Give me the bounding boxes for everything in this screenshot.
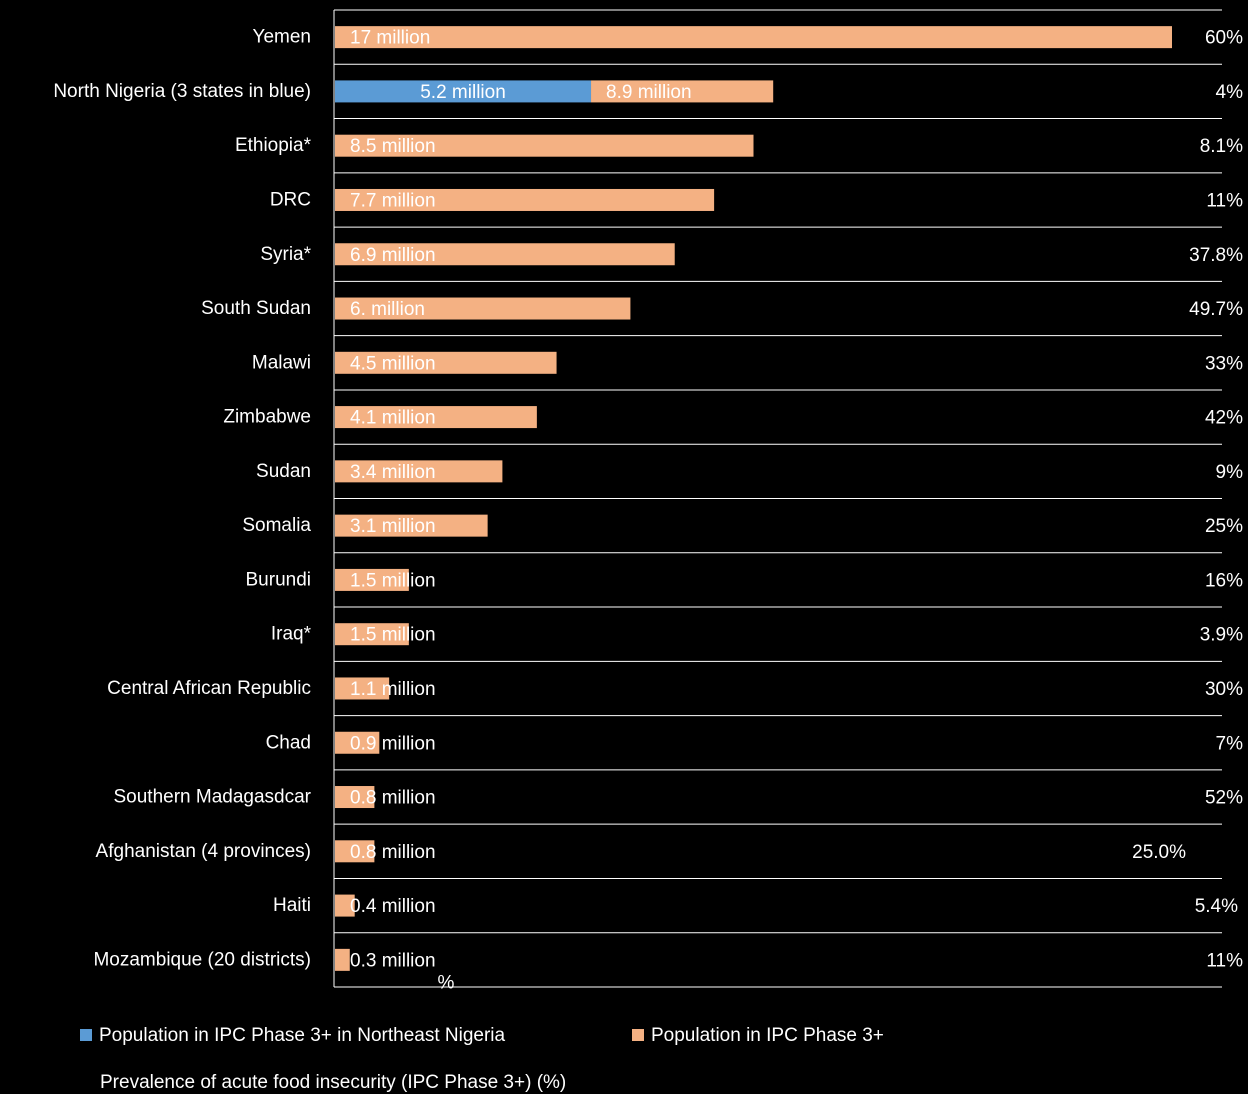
category-label: Southern Madagasdcar [113, 787, 311, 808]
bar-ipc [335, 568, 409, 591]
bar-nigeria [335, 80, 592, 103]
prevalence-label: 3.9% [1200, 625, 1243, 646]
data-label-ipc: 3.1 million [350, 516, 436, 537]
data-label-ipc: 3.4 million [350, 462, 436, 483]
bar-ipc [591, 80, 774, 103]
legend-label-nigeria: Population in IPC Phase 3+ in Northeast … [99, 1025, 506, 1046]
category-label: Syria* [260, 244, 311, 265]
prevalence-label: 8.1% [1200, 136, 1243, 157]
data-label-ipc: 1.5 million [350, 570, 436, 591]
category-label: Ethiopia* [235, 135, 312, 156]
data-label-ipc: 0.8 million [350, 788, 436, 809]
category-label: DRC [270, 189, 311, 210]
data-label-ipc: 8.9 million [606, 82, 692, 103]
prevalence-label: 49.7% [1189, 299, 1243, 320]
data-label-ipc: 1.1 million [350, 679, 436, 700]
chart: Yemen 17 million 60% North Nigeria (3 state… [53, 9, 1244, 994]
data-label-ipc: 4.1 million [350, 408, 436, 429]
bar-ipc [335, 514, 488, 537]
bar-ipc [335, 297, 631, 320]
legend-item-prevalence: Prevalence of acute food insecurity (IPC… [100, 1072, 566, 1094]
prevalence-label: 9% [1216, 462, 1244, 483]
data-label-ipc: 0.3 million [350, 950, 436, 971]
category-label: Malawi [252, 352, 311, 373]
category-label: Haiti [273, 895, 311, 916]
category-label: Mozambique (20 districts) [93, 949, 311, 970]
data-label-ipc: 0.8 million [350, 842, 436, 863]
stray-percent-label: % [438, 973, 455, 994]
bar-ipc [335, 134, 754, 157]
bar-ipc [335, 406, 537, 429]
prevalence-label: 4% [1216, 82, 1244, 103]
prevalence-label: 11% [1206, 950, 1243, 971]
legend-swatch-ipc [632, 1029, 644, 1041]
category-label: South Sudan [201, 298, 311, 319]
category-label: Iraq* [271, 624, 312, 645]
bar-ipc [335, 26, 1172, 49]
prevalence-label: 30% [1205, 679, 1243, 700]
legend-item-nigeria: Population in IPC Phase 3+ in Northeast … [80, 1025, 505, 1047]
legend-label-ipc: Population in IPC Phase 3+ [651, 1025, 884, 1046]
category-label: Yemen [253, 27, 311, 48]
data-label-ipc: 6. million [350, 299, 425, 320]
legend-label-prevalence: Prevalence of acute food insecurity (IPC… [100, 1072, 567, 1093]
category-label: Sudan [256, 461, 311, 482]
data-label-ipc: 7.7 million [350, 190, 436, 211]
data-label-ipc: 1.5 million [350, 625, 436, 646]
legend-swatch-nigeria [80, 1029, 92, 1041]
bar-ipc [335, 188, 715, 211]
prevalence-label: 5.4% [1195, 896, 1238, 917]
category-label: North Nigeria (3 states in blue) [53, 81, 311, 102]
prevalence-label: 52% [1205, 788, 1243, 809]
prevalence-label: 37.8% [1189, 245, 1243, 266]
data-label-ipc: 6.9 million [350, 245, 436, 266]
category-label: Chad [266, 732, 311, 753]
prevalence-label: 7% [1216, 733, 1244, 754]
bar-ipc [335, 460, 503, 483]
prevalence-label: 42% [1205, 408, 1243, 429]
bar-ipc [335, 351, 557, 374]
bar-ipc [335, 894, 355, 917]
data-label-ipc: 4.5 million [350, 353, 436, 374]
prevalence-label: 60% [1205, 28, 1243, 49]
bar-ipc [335, 243, 675, 266]
bar-ipc [335, 840, 375, 863]
data-label-ipc: 0.4 million [350, 896, 436, 917]
prevalence-label: 25% [1205, 516, 1243, 537]
prevalence-label: 11% [1206, 190, 1243, 211]
category-label: Burundi [246, 569, 312, 590]
category-label: Zimbabwe [223, 407, 311, 428]
data-label-ipc: 8.5 million [350, 136, 436, 157]
category-label: Central African Republic [107, 678, 311, 699]
legend-item-ipc: Population in IPC Phase 3+ [632, 1025, 884, 1047]
prevalence-label: 16% [1205, 570, 1243, 591]
bar-ipc [335, 623, 409, 646]
category-label: Somalia [242, 515, 311, 536]
data-label-nigeria: 5.2 million [420, 82, 506, 103]
prevalence-label: 33% [1205, 353, 1243, 374]
prevalence-label: 25.0% [1132, 842, 1186, 863]
bar-ipc [335, 948, 350, 971]
bar-ipc [335, 731, 380, 754]
category-label: Afghanistan (4 provinces) [96, 841, 311, 862]
bar-ipc [335, 786, 375, 809]
data-label-ipc: 17 million [350, 28, 430, 49]
bar-ipc [335, 677, 390, 700]
data-label-ipc: 0.9 million [350, 733, 436, 754]
